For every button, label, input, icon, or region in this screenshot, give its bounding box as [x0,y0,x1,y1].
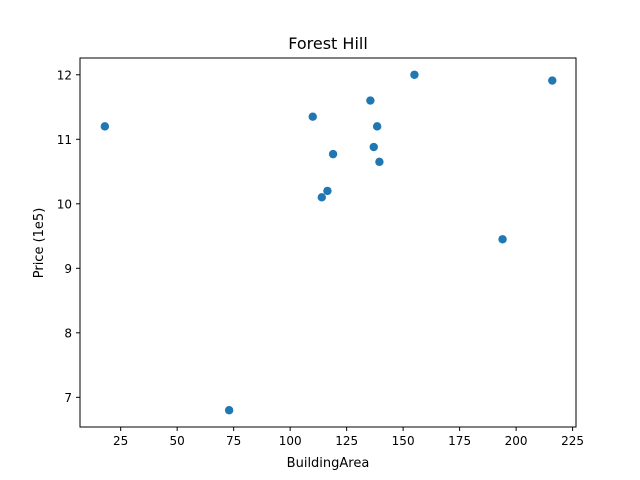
x-tick-label: 75 [226,434,241,448]
data-point [375,157,384,167]
y-axis-ticks: 7 8 9 10 11 12 [57,68,80,405]
data-point [410,70,419,79]
y-axis-label: Price (1e5) [32,208,47,279]
x-tick-label: 150 [392,434,415,448]
data-point [548,76,557,85]
x-tick-label: 100 [279,434,302,448]
data-point [366,96,375,105]
data-point [369,142,378,152]
data-point [317,193,326,202]
data-point [308,112,317,121]
y-tick-label: 11 [57,133,72,147]
data-point [224,406,234,415]
x-tick-label: 125 [335,434,358,448]
data-points [100,70,557,415]
x-tick-label: 25 [113,434,128,448]
x-axis-label: BuildingArea [287,456,370,471]
plot-area [79,57,577,428]
data-point [372,122,382,131]
data-point [498,235,507,244]
x-tick-label: 50 [170,434,185,448]
plot-frame [79,57,577,428]
x-tick-label: 175 [448,434,471,448]
x-axis-ticks: 25 50 75 100 125 150 175 200 225 [113,427,584,448]
chart-title: Forest Hill [288,34,368,53]
y-tick-label: 10 [57,197,72,211]
data-point [323,186,332,196]
y-tick-label: 12 [57,68,72,82]
data-point [100,122,110,131]
x-tick-label: 200 [505,434,528,448]
x-tick-label: 225 [561,434,584,448]
y-tick-label: 9 [64,262,72,276]
y-tick-label: 7 [64,391,72,405]
data-point [328,149,338,159]
y-tick-label: 8 [64,326,72,340]
